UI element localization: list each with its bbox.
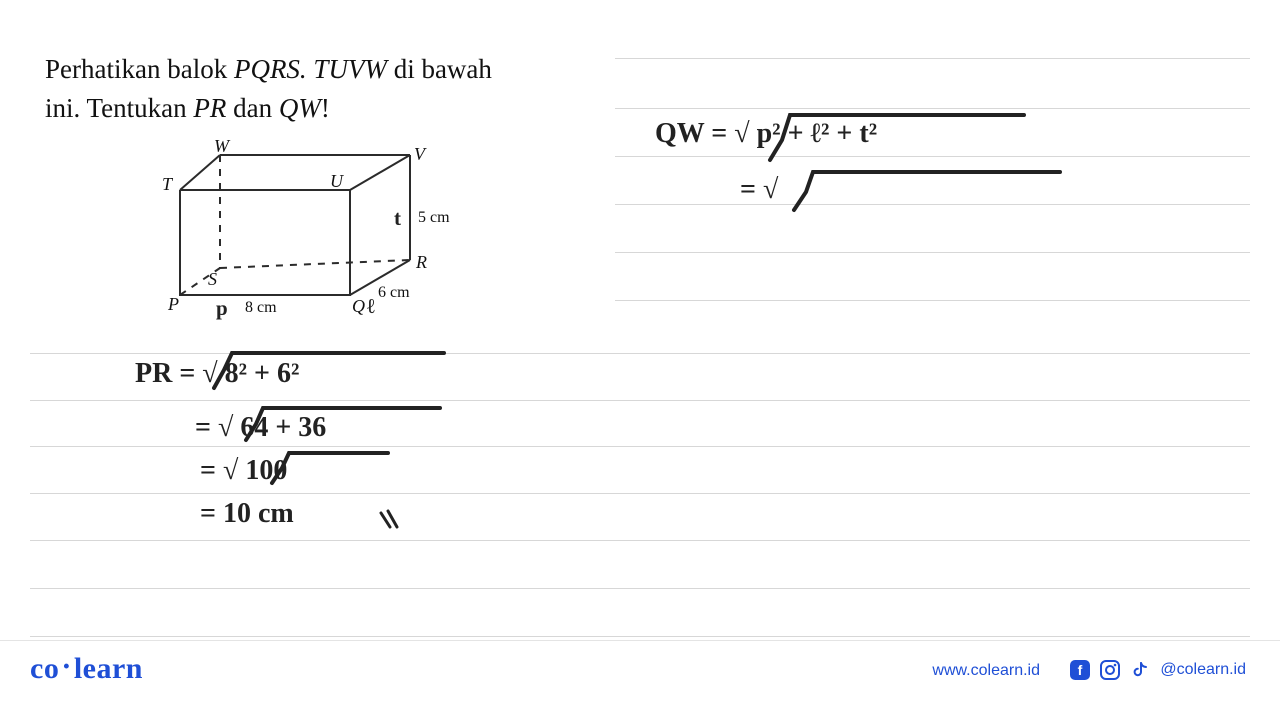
logo-learn: learn (74, 652, 143, 685)
tiktok-icon[interactable] (1130, 660, 1150, 680)
facebook-icon[interactable]: f (1070, 660, 1090, 680)
footer-social: f @colearn.id (1070, 660, 1246, 680)
work-qw-line1: QW = √ p² + ℓ² + t² (655, 118, 877, 150)
work-qw-line2: = √ (740, 174, 778, 206)
footer-handle[interactable]: @colearn.id (1160, 661, 1246, 679)
logo-dot: · (59, 650, 74, 683)
logo: co·learn (30, 652, 143, 686)
footer: co·learn www.colearn.id f @colearn.id (0, 640, 1280, 720)
page: Perhatikan balok PQRS. TUVW di bawah ini… (0, 0, 1280, 720)
instagram-icon[interactable] (1100, 660, 1120, 680)
svg-text:f: f (1078, 662, 1083, 678)
radical-overlays (0, 0, 1280, 720)
footer-url[interactable]: www.colearn.id (932, 662, 1040, 680)
logo-co: co (30, 652, 59, 685)
